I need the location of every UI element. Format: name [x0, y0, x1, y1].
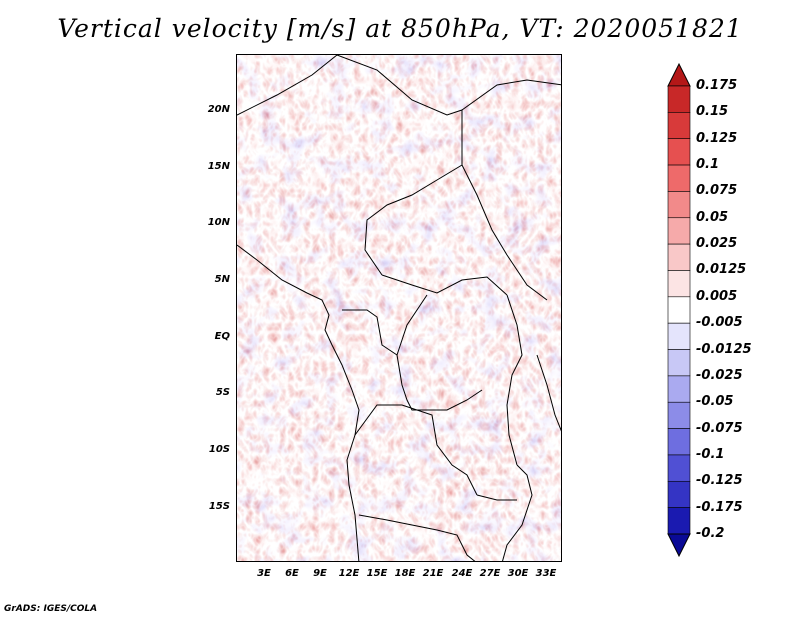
coastline-east	[536, 354, 561, 432]
border-car	[381, 274, 508, 296]
colorbar-segment	[667, 322, 691, 350]
colorbar-tick-label: 0.05	[696, 209, 729, 225]
border-zambia-east	[502, 464, 533, 561]
lat-label: 15S	[208, 501, 230, 512]
colorbar-tick-label: -0.2	[696, 526, 725, 541]
colorbar-tick-label: -0.0125	[696, 341, 752, 357]
border-cameroon-congo	[342, 294, 428, 356]
lat-label: 10N	[207, 217, 230, 228]
colorbar-tick-label: -0.1	[696, 446, 725, 462]
colorbar-segment	[667, 349, 691, 377]
colorbar-tick-label: -0.005	[696, 315, 743, 331]
lon-label: 18E	[394, 568, 416, 579]
lon-label: 15E	[366, 568, 388, 579]
colorbar-segment	[667, 112, 691, 140]
vertical-velocity-field-map	[237, 55, 561, 561]
colorbar-tick-label: -0.175	[696, 499, 743, 515]
lon-label: 33E	[535, 568, 557, 579]
vertical-velocity-detail-shading	[237, 55, 561, 561]
lon-label: 24E	[451, 568, 473, 579]
colorbar-tick-label: 0.125	[696, 130, 738, 146]
lon-label: 30E	[507, 568, 529, 579]
border-egypt-sudan	[461, 79, 561, 111]
lon-label: 27E	[479, 568, 501, 579]
colorbar-segment	[667, 507, 691, 535]
credit-text: GrADS: IGES/COLA	[4, 604, 98, 614]
colorbar-segment	[667, 164, 691, 192]
colorbar-segment	[667, 296, 691, 324]
colorbar-tick-label: 0.0125	[696, 262, 747, 278]
colorbar-tick-label: 0.1	[696, 157, 720, 173]
colorbar-segment	[667, 428, 691, 456]
coastline-west	[237, 244, 360, 561]
border-namibia	[358, 514, 476, 561]
colorbar-segment	[667, 480, 691, 508]
colorbar-tick-label: -0.025	[696, 367, 743, 383]
border-drc-west	[396, 354, 483, 411]
colorbar-segment	[667, 138, 691, 166]
colorbar-tick-label: -0.125	[696, 473, 743, 489]
lon-label: 9E	[313, 568, 327, 579]
lat-label: 15N	[207, 161, 230, 172]
colorbar-segment	[667, 217, 691, 245]
lon-label: 12E	[338, 568, 360, 579]
lat-label: 20N	[207, 104, 230, 115]
lon-label: 3E	[257, 568, 271, 579]
colorbar-tick-label: 0.025	[696, 236, 738, 252]
colorbar-tick-label: 0.15	[696, 104, 729, 120]
colorbar-min-arrow	[667, 533, 691, 558]
colorbar-segment	[667, 401, 691, 429]
border-zambia-south	[476, 494, 517, 501]
lon-label: 6E	[285, 568, 299, 579]
colorbar-tick-label: -0.05	[696, 394, 734, 410]
border-drc-east	[506, 294, 523, 466]
border-sudan-east	[461, 164, 548, 301]
map-panel	[236, 54, 562, 562]
border-north-west	[237, 55, 338, 116]
colorbar-segment	[667, 85, 691, 113]
colorbar-max-arrow	[667, 62, 691, 87]
colorbar-tick-label: 0.075	[696, 183, 738, 199]
colorbar-tick-label: 0.175	[696, 78, 738, 93]
lat-label: 5N	[214, 274, 230, 285]
colorbar-tick-label: 0.005	[696, 288, 738, 304]
colorbar-tick-label: -0.075	[696, 420, 743, 436]
lat-label: EQ	[214, 331, 230, 342]
country-borders	[237, 55, 561, 561]
border-angola	[354, 404, 478, 496]
colorbar-segment	[667, 454, 691, 482]
border-chad	[336, 55, 463, 276]
colorbar-segment	[667, 243, 691, 271]
colorbar	[667, 62, 691, 558]
lat-label: 10S	[208, 444, 230, 455]
colorbar-segment	[667, 191, 691, 219]
chart-title: Vertical velocity [m/s] at 850hPa, VT: 2…	[57, 14, 743, 43]
lon-label: 21E	[422, 568, 444, 579]
colorbar-segment	[667, 375, 691, 403]
lat-label: 5S	[215, 387, 230, 398]
colorbar-segment	[667, 270, 691, 298]
